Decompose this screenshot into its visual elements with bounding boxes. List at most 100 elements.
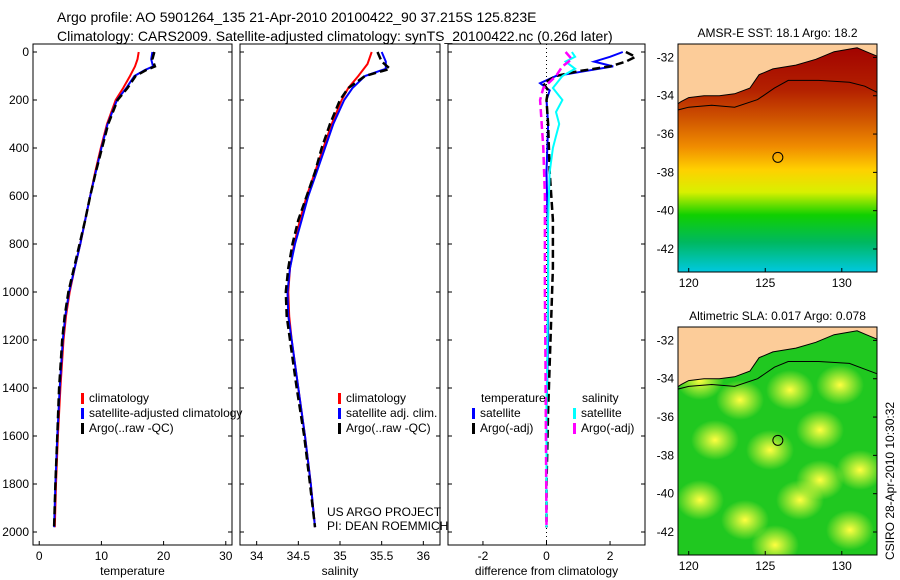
- sla-anomaly-blob: [796, 460, 844, 500]
- panel-salinity: 34 34.5 35 35.5 36 salinity climatologysatelli…: [239, 43, 441, 578]
- legend-swatch: [573, 408, 576, 419]
- y-tick-label: -42: [657, 242, 675, 256]
- x-tick-label: 120: [679, 276, 699, 290]
- argo-location-marker: [772, 434, 784, 446]
- x-tick-label: 130: [832, 276, 852, 290]
- x-tick-label: 35.5: [370, 549, 394, 563]
- sla-anomaly-blob: [678, 480, 724, 520]
- map-frame: [677, 326, 878, 556]
- x-tick-label: 34.5: [287, 549, 311, 563]
- x-tick-label: 30: [219, 549, 233, 563]
- series-salinity-argo-adj-: [538, 51, 574, 528]
- y-tick-label: -42: [657, 525, 675, 539]
- y-tick-label: -36: [657, 410, 675, 424]
- series-climatology: [287, 51, 373, 528]
- series-satellite-adj-clim-: [286, 51, 387, 528]
- y-tick-label: -40: [657, 204, 675, 218]
- y-tick-label: 2000: [2, 525, 29, 539]
- map-title: Altimetric SLA: 0.017 Argo: 0.078: [689, 309, 866, 323]
- y-tick-label: 1000: [2, 285, 29, 299]
- y-tick-label: 200: [9, 93, 29, 107]
- sla-anomaly-blob: [751, 525, 799, 555]
- land-mask: [678, 44, 877, 105]
- y-tick-label: 400: [9, 141, 29, 155]
- x-tick-label: 125: [755, 276, 775, 290]
- legend-label: satellite: [480, 406, 521, 420]
- map-title: AMSR-E SST: 18.1 Argo: 18.2: [697, 26, 857, 40]
- legend-label: climatology: [346, 391, 406, 405]
- legend-swatch: [81, 408, 84, 419]
- legend-swatch: [81, 423, 84, 434]
- sla-anomaly-blob: [766, 370, 814, 410]
- argo-location-marker: [772, 151, 784, 163]
- series-argo-raw-qc-: [284, 51, 393, 528]
- x-axis-label: difference from climatology: [475, 564, 618, 578]
- x-tick-label: 125: [755, 559, 775, 573]
- y-tick-label: 0: [22, 45, 29, 59]
- plot-frame: [32, 43, 233, 546]
- series-argo-raw-qc-: [52, 51, 157, 528]
- sla-anomaly-blob: [746, 430, 794, 470]
- legend-label: Argo(..raw -QC): [346, 421, 431, 435]
- sla-anomaly-blob: [836, 450, 877, 490]
- y-tick-label: -32: [657, 50, 675, 64]
- map-sst: [678, 44, 877, 272]
- x-tick-label: 120: [679, 559, 699, 573]
- footer-stamp: CSIRO 28-Apr-2010 10:30:32: [883, 402, 897, 560]
- legend-swatch: [338, 423, 341, 434]
- x-tick-label: 20: [157, 549, 171, 563]
- legend-title-temperature: temperature: [481, 391, 546, 405]
- legend-swatch: [81, 393, 84, 404]
- y-tick-label: 600: [9, 189, 29, 203]
- sst-contour: [678, 79, 877, 111]
- legend-label: Argo(..raw -QC): [89, 421, 174, 435]
- y-tick-label: -38: [657, 165, 675, 179]
- series-salinity-satellite: [545, 51, 577, 528]
- y-tick-label: 1600: [2, 429, 29, 443]
- annotation-pi: PI: DEAN ROEMMICH: [327, 519, 448, 533]
- legend-label: satellite adj. clim.: [346, 406, 437, 420]
- series-temperature-argo-adj-: [541, 50, 639, 528]
- series-satellite-adjusted-climatology: [53, 51, 155, 528]
- x-tick-label: 130: [832, 559, 852, 573]
- panel-temperature: 0 10 20 30 temperature 0 200 400 600 800 1000 1200 1…: [2, 43, 242, 578]
- map-axes-sst-map: AMSR-E SST: 18.1 Argo: 18.2 120 125 130 -32 -…: [657, 26, 878, 290]
- x-tick-label: 2: [607, 549, 614, 563]
- x-tick-label: 35: [333, 549, 347, 563]
- legend-swatch: [472, 408, 475, 419]
- legend-label: Argo(-adj): [480, 421, 533, 435]
- map-frame: [677, 43, 878, 273]
- series-climatology: [53, 51, 140, 528]
- legend-label: Argo(-adj): [581, 421, 634, 435]
- x-tick-label: 0: [36, 549, 43, 563]
- sla-contour: [678, 361, 877, 390]
- legend-label: climatology: [89, 391, 149, 405]
- y-tick-label: -38: [657, 448, 675, 462]
- sla-anomaly-blob: [721, 500, 769, 540]
- legend-swatch: [338, 408, 341, 419]
- y-tick-label: -32: [657, 333, 675, 347]
- x-axis-label: salinity: [322, 564, 359, 578]
- figure-title-line1: Argo profile: AO 5901264_135 21-Apr-2010…: [57, 9, 537, 25]
- y-tick-label: 1400: [2, 381, 29, 395]
- x-tick-label: 0: [543, 549, 550, 563]
- sla-anomaly-blob: [826, 510, 874, 550]
- y-tick-label: -34: [657, 372, 675, 386]
- x-tick-label: 34: [250, 549, 264, 563]
- land-mask: [678, 327, 877, 388]
- annotation-project: US ARGO PROJECT: [327, 505, 442, 519]
- sla-anomaly-blob: [716, 380, 764, 420]
- legend-title-salinity: salinity: [582, 391, 619, 405]
- y-tick-label: 1800: [2, 477, 29, 491]
- y-tick-label: -34: [657, 89, 675, 103]
- x-tick-label: -2: [478, 549, 489, 563]
- legend-swatch: [472, 423, 475, 434]
- map-axes-sla-map: Altimetric SLA: 0.017 Argo: 0.078 120 125 1…: [657, 309, 878, 573]
- sla-anomaly-blob: [691, 420, 739, 460]
- legend-swatch: [338, 393, 341, 404]
- sla-anomaly-blob: [816, 365, 864, 405]
- sla-anomaly-blob: [796, 410, 844, 450]
- y-tick-label: -36: [657, 127, 675, 141]
